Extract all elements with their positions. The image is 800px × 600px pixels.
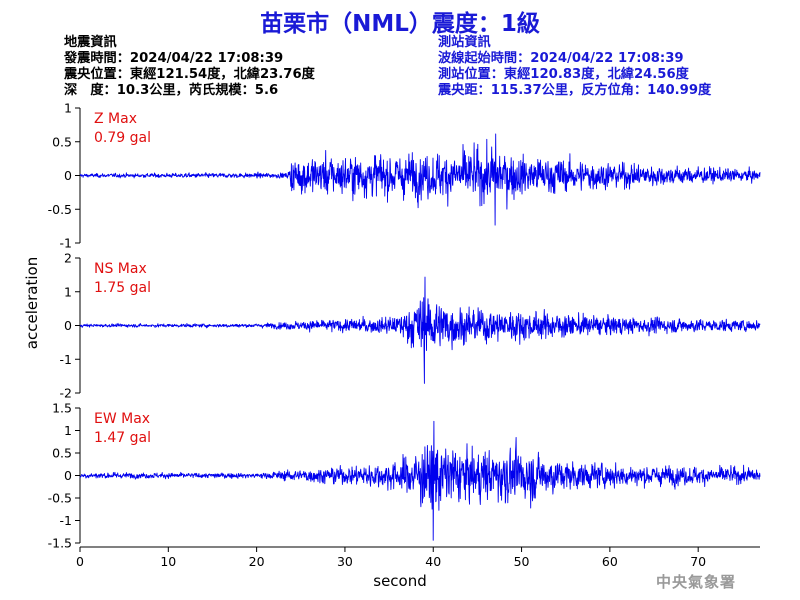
- x-tick-label: 10: [160, 554, 176, 569]
- max-value: 1.75 gal: [94, 280, 151, 296]
- x-tick-label: 70: [690, 554, 706, 569]
- waveform-trace-ew: [79, 420, 761, 541]
- y-tick-label: -1.5: [48, 536, 72, 551]
- waveform-trace-z: [79, 133, 761, 226]
- agency-credit: 中央氣象署: [656, 573, 737, 591]
- event-info-header: 地震資訊: [64, 35, 117, 50]
- y-tick-label: 1: [64, 101, 72, 116]
- y-tick-label: -1: [60, 513, 72, 528]
- waveform-trace-ns: [79, 276, 761, 384]
- x-tick-label: 60: [602, 554, 618, 569]
- y-tick-label: -0.5: [48, 491, 72, 506]
- y-tick-label: 1: [64, 284, 72, 299]
- y-tick-label: 2: [64, 251, 72, 266]
- max-label: NS Max: [94, 261, 147, 277]
- epicenter-location: 震央位置：東經121.54度，北緯23.76度: [64, 67, 315, 82]
- max-value: 1.47 gal: [94, 430, 151, 446]
- panel-z: -1 -0.5 0 0.5 1 Z Max 0.79 gal: [48, 101, 761, 251]
- panel-ns: -2 -1 0 1 2 NS Max 1.75 gal: [60, 251, 761, 401]
- x-tick-label: 50: [514, 554, 530, 569]
- max-label: EW Max: [94, 411, 150, 427]
- max-value: 0.79 gal: [94, 130, 151, 146]
- y-tick-label: 0: [64, 318, 72, 333]
- event-info: 地震資訊 發震時間：2024/04/22 17:08:39 震央位置：東經121…: [64, 35, 315, 99]
- max-label: Z Max: [94, 111, 137, 127]
- station-location: 測站位置：東經120.83度，北緯24.56度: [438, 67, 689, 82]
- y-tick-label: 0.5: [52, 134, 72, 149]
- y-tick-label: 0.5: [52, 446, 72, 461]
- y-tick-label: 0: [64, 168, 72, 183]
- x-tick-label: 20: [249, 554, 265, 569]
- y-tick-label: -1: [60, 352, 72, 367]
- y-tick-label: -1: [60, 236, 72, 251]
- y-tick-label: 1: [64, 423, 72, 438]
- x-tick-label: 0: [76, 554, 84, 569]
- y-tick-label: 0: [64, 468, 72, 483]
- origin-time: 發震時間：2024/04/22 17:08:39: [64, 51, 284, 66]
- distance-azimuth: 震央距：115.37公里，反方位角：140.99度: [438, 83, 712, 98]
- y-tick-label: -2: [60, 386, 72, 401]
- x-tick-label: 30: [337, 554, 353, 569]
- station-info: 測站資訊 波線起始時間：2024/04/22 17:08:39 測站位置：東經1…: [438, 35, 711, 99]
- x-tick-label: 40: [425, 554, 441, 569]
- y-axis-label: acceleration: [23, 257, 41, 349]
- station-info-header: 測站資訊: [438, 35, 491, 50]
- y-tick-label: 1.5: [52, 401, 72, 416]
- x-axis-label: second: [373, 572, 427, 590]
- y-tick-label: -0.5: [48, 202, 72, 217]
- panel-ew: -1.5 -1 -0.5 0 0.5 1 1.5 EW Max 1.47 gal: [48, 401, 761, 551]
- waveform-start-time: 波線起始時間：2024/04/22 17:08:39: [438, 51, 684, 66]
- page-title: 苗栗市（NML）震度：1級: [260, 11, 540, 37]
- depth-magnitude: 深 度：10.3公里，芮氏規模：5.6: [64, 83, 279, 98]
